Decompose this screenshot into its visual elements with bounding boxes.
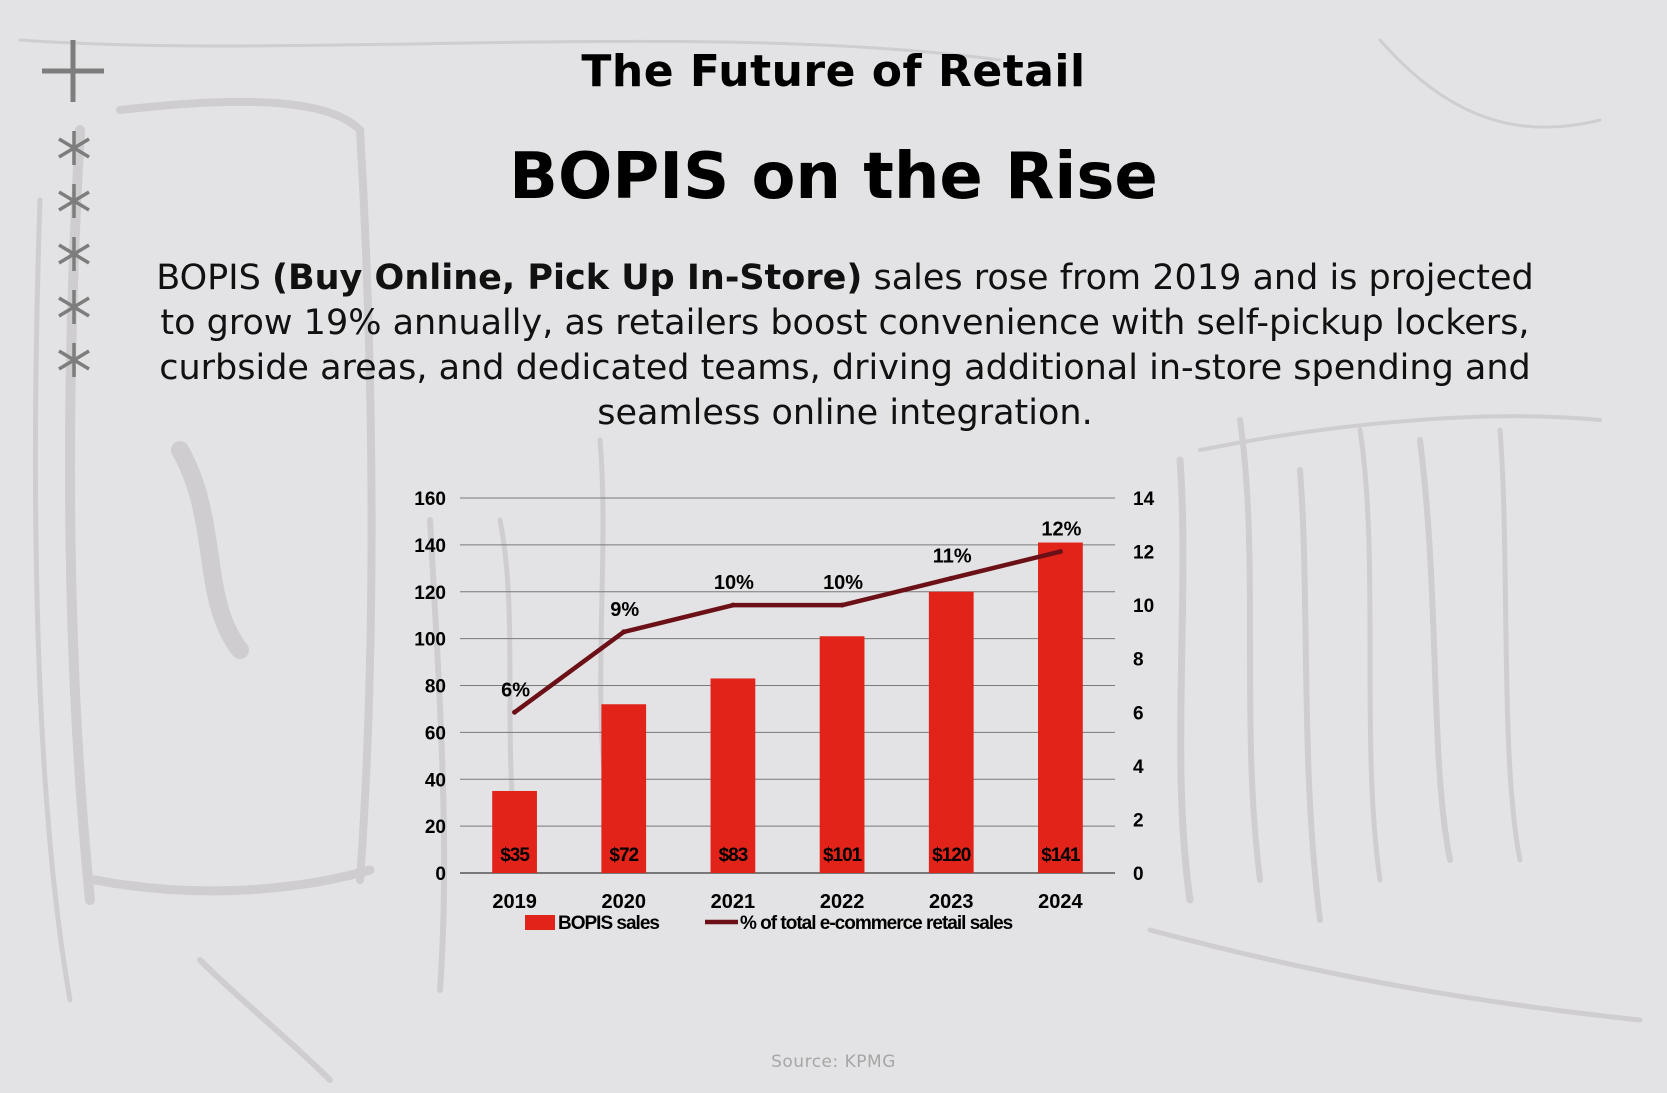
legend-swatch-bar xyxy=(525,915,555,930)
y-tick-label: 20 xyxy=(425,817,446,838)
asterisk-icon xyxy=(58,237,90,271)
y-tick-label: 60 xyxy=(425,723,446,744)
x-tick-label: 2020 xyxy=(602,891,647,913)
plus-icon xyxy=(42,40,104,102)
bar xyxy=(492,790,537,873)
bar xyxy=(819,636,865,873)
line-value-label: 10% xyxy=(823,572,863,594)
line-point xyxy=(512,709,518,715)
line-point xyxy=(730,602,736,608)
bar xyxy=(710,678,756,873)
asterisk-column xyxy=(54,128,94,388)
bar-value-label: $83 xyxy=(719,845,748,866)
legend-label-line: % of total e-commerce retail sales xyxy=(740,913,1013,934)
y-tick-label: 0 xyxy=(435,864,446,885)
asterisk-icon xyxy=(58,290,90,324)
y-tick-label: 160 xyxy=(414,489,446,510)
line-point xyxy=(1057,549,1063,555)
y2-tick-label: 10 xyxy=(1133,596,1154,617)
intro-lead: BOPIS xyxy=(156,258,261,298)
asterisk-icon xyxy=(58,184,90,218)
y-tick-label: 140 xyxy=(414,536,446,557)
y2-tick-label: 6 xyxy=(1133,703,1144,724)
y-tick-label: 120 xyxy=(414,583,446,604)
y2-tick-label: 4 xyxy=(1133,757,1144,778)
y-tick-label: 40 xyxy=(425,770,446,791)
y2-tick-label: 2 xyxy=(1133,810,1144,831)
x-tick-label: 2022 xyxy=(820,891,865,913)
bar-value-label: $120 xyxy=(932,845,971,866)
x-tick-label: 2021 xyxy=(711,891,756,913)
x-tick-label: 2019 xyxy=(492,891,537,913)
series-line xyxy=(513,549,1061,715)
line-value-label: 12% xyxy=(1041,519,1081,541)
source-note: Source: KPMG xyxy=(771,1052,896,1072)
line-value-label: 6% xyxy=(501,679,530,701)
intro-rest: sales rose from 2019 and is projected to… xyxy=(159,258,1534,433)
y2-tick-label: 12 xyxy=(1133,543,1154,564)
line-point xyxy=(839,602,845,608)
y2-tick-label: 0 xyxy=(1133,864,1144,885)
x-tick-label: 2024 xyxy=(1038,891,1083,913)
bar-value-label: $72 xyxy=(609,845,638,866)
x-tick-label: 2023 xyxy=(929,891,974,913)
line-value-label: 9% xyxy=(610,599,639,621)
legend-label-bar: BOPIS sales xyxy=(558,913,659,934)
bar xyxy=(1038,542,1083,873)
y2-tick-label: 8 xyxy=(1133,650,1144,671)
intro-paragraph: BOPIS (Buy Online, Pick Up In-Store) sal… xyxy=(150,256,1540,436)
intro-bold: (Buy Online, Pick Up In-Store) xyxy=(271,258,863,298)
bar-value-label: $101 xyxy=(823,845,863,866)
line-value-label: 10% xyxy=(714,572,754,594)
asterisk-icon xyxy=(58,343,90,377)
bar xyxy=(601,704,647,873)
asterisk-icon xyxy=(58,131,90,165)
bopis-combo-chart: 0 20 40 60 80 100 120 140 160 0 2 4 6 8 10 12 14 $35 $72 $8… xyxy=(414,489,1155,934)
bar-value-label: $141 xyxy=(1041,845,1081,866)
line-value-label: 11% xyxy=(933,545,972,567)
eyebrow-title: The Future of Retail xyxy=(581,46,1086,97)
y2-tick-label: 14 xyxy=(1133,489,1155,510)
bar-value-label: $35 xyxy=(500,845,530,866)
y-tick-label: 100 xyxy=(414,630,446,651)
y-tick-label: 80 xyxy=(425,677,446,698)
line-point xyxy=(621,629,627,635)
page-title: BOPIS on the Rise xyxy=(509,140,1158,214)
bar xyxy=(928,591,974,873)
line-point xyxy=(948,575,954,581)
